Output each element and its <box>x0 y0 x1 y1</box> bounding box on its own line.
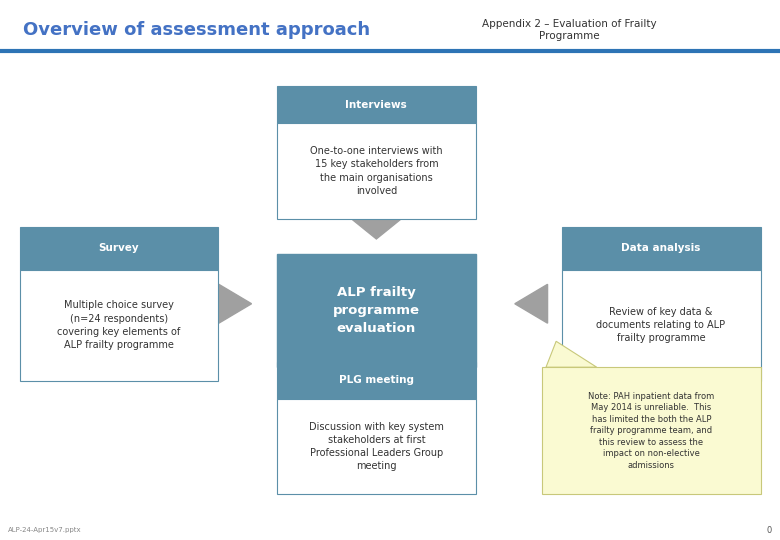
Polygon shape <box>348 216 404 239</box>
FancyBboxPatch shape <box>562 270 760 381</box>
FancyBboxPatch shape <box>277 399 476 494</box>
Text: 0: 0 <box>767 526 772 535</box>
Text: Appendix 2 – Evaluation of Frailty
Programme: Appendix 2 – Evaluation of Frailty Progr… <box>482 19 657 40</box>
FancyBboxPatch shape <box>277 254 476 367</box>
Text: Discussion with key system
stakeholders at first
Professional Leaders Group
meet: Discussion with key system stakeholders … <box>309 422 444 471</box>
FancyBboxPatch shape <box>20 270 218 381</box>
FancyBboxPatch shape <box>542 367 760 494</box>
Polygon shape <box>348 345 404 367</box>
Polygon shape <box>218 284 251 323</box>
Text: Multiple choice survey
(n=24 respondents)
covering key elements of
ALP frailty p: Multiple choice survey (n=24 respondents… <box>57 300 181 350</box>
Polygon shape <box>546 341 597 367</box>
FancyBboxPatch shape <box>20 227 218 270</box>
FancyBboxPatch shape <box>562 227 760 270</box>
Polygon shape <box>515 284 548 323</box>
FancyBboxPatch shape <box>277 86 476 124</box>
Text: Review of key data &
documents relating to ALP
frailty programme: Review of key data & documents relating … <box>597 307 725 343</box>
Text: ALP-24-Apr15v7.pptx: ALP-24-Apr15v7.pptx <box>8 527 81 534</box>
Text: Note: PAH inpatient data from
May 2014 is unreliable.  This
has limited the both: Note: PAH inpatient data from May 2014 i… <box>588 392 714 469</box>
Text: ALP frailty
programme
evaluation: ALP frailty programme evaluation <box>333 286 420 335</box>
FancyBboxPatch shape <box>277 124 476 219</box>
Text: One-to-one interviews with
15 key stakeholders from
the main organisations
invol: One-to-one interviews with 15 key stakeh… <box>310 146 443 196</box>
Text: Overview of assessment approach: Overview of assessment approach <box>23 21 370 39</box>
Text: PLG meeting: PLG meeting <box>339 375 414 386</box>
FancyBboxPatch shape <box>277 362 476 399</box>
Text: Survey: Survey <box>98 244 140 253</box>
Text: Data analysis: Data analysis <box>622 244 700 253</box>
Text: Interviews: Interviews <box>346 100 407 110</box>
